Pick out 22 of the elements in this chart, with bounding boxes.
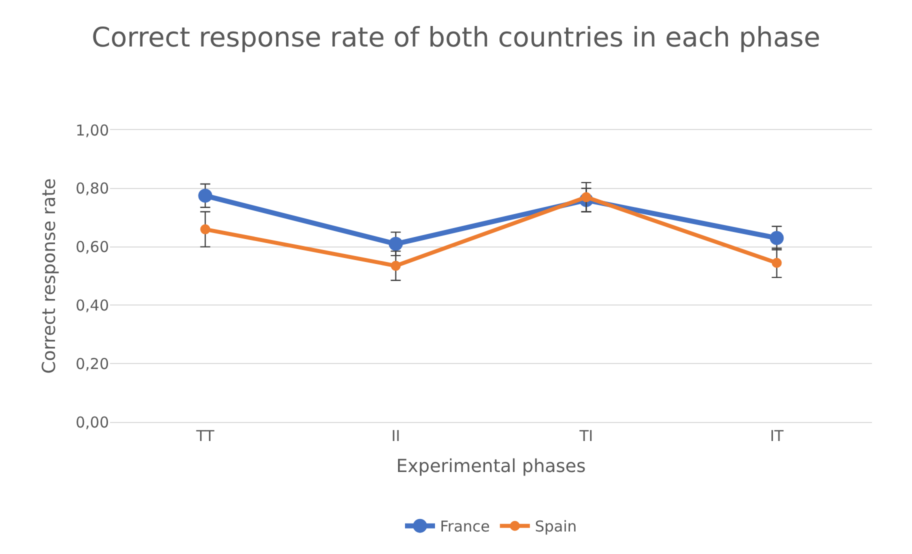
- y-tick-label: 0,00: [76, 413, 109, 432]
- point: [390, 260, 401, 271]
- y-tick-label: 0,60: [76, 238, 109, 256]
- x-tick-label: TT: [195, 427, 216, 445]
- point: [200, 224, 210, 234]
- y-tick-label: 0,80: [76, 180, 109, 198]
- x-tick-label: TI: [578, 427, 594, 445]
- point: [772, 258, 782, 268]
- point: [388, 236, 403, 251]
- y-tick-label: 1,00: [76, 121, 109, 140]
- x-tick-label: IT: [770, 427, 784, 445]
- point: [581, 192, 592, 202]
- x-tick-label: II: [391, 427, 400, 445]
- x-axis-title: Experimental phases: [396, 456, 586, 478]
- y-axis-title: Correct response rate: [38, 178, 60, 374]
- point: [770, 231, 784, 246]
- y-tick-label: 0,40: [76, 296, 109, 314]
- legend-label: France: [440, 518, 490, 536]
- point: [198, 188, 212, 203]
- chart-title: Correct response rate of both countries in each phase: [92, 22, 820, 54]
- y-tick-label: 0,20: [76, 354, 109, 373]
- legend-label: Spain: [534, 518, 577, 536]
